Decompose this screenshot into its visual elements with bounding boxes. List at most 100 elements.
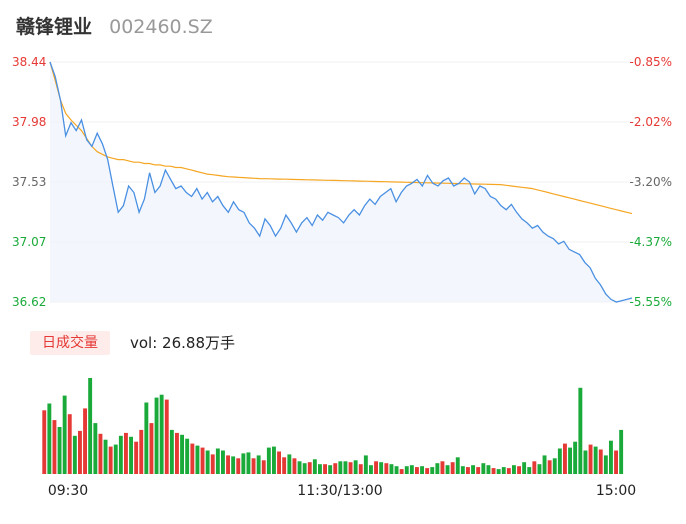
volume-bar [394, 466, 399, 474]
volume-bar [221, 450, 225, 474]
volume-bar [517, 466, 521, 474]
time-tick-label: 09:30 [48, 483, 88, 499]
daily-volume-badge[interactable]: 日成交量 [30, 331, 110, 355]
volume-bar [404, 466, 409, 474]
volume-bar [57, 427, 62, 474]
volume-bar [537, 464, 542, 474]
volume-bars [42, 378, 624, 474]
price-tick-label: 36.62 [12, 295, 46, 309]
volume-bar [210, 454, 215, 474]
volume-bar [323, 464, 327, 474]
percent-tick-label: -0.85% [630, 55, 672, 69]
volume-bar [353, 460, 358, 474]
volume-bar [471, 465, 475, 474]
stock-header: 赣锋锂业 002460.SZ [16, 12, 213, 40]
volume-bar [583, 450, 588, 474]
volume-bar [72, 435, 77, 474]
volume-bar [338, 461, 343, 474]
volume-bar [287, 454, 292, 474]
volume-bar [272, 446, 276, 474]
price-axis-labels: 38.44 37.98 37.53 37.07 36.62 [12, 55, 46, 309]
volume-bar [348, 462, 353, 474]
volume-bar [389, 464, 394, 474]
volume-bar [175, 432, 179, 474]
volume-bar [619, 429, 624, 474]
volume-bar [93, 423, 98, 474]
volume-bar [98, 433, 103, 474]
volume-bar [42, 410, 47, 474]
volume-bar [266, 447, 271, 474]
volume-bar [460, 466, 465, 474]
volume-bar [129, 436, 133, 474]
volume-bar [231, 456, 236, 474]
volume-bar [256, 455, 261, 474]
volume-bar [491, 468, 496, 474]
volume-bar [124, 432, 128, 474]
volume-bar [78, 430, 82, 474]
volume-bar [67, 414, 72, 474]
volume-bar [52, 420, 57, 474]
volume-bar [455, 457, 460, 474]
price-tick-label: 37.07 [12, 235, 46, 249]
volume-bar [302, 463, 307, 474]
volume-bar [409, 465, 414, 474]
volume-bar [588, 444, 593, 474]
volume-bar [450, 462, 455, 474]
stock-name: 赣锋锂业 [16, 16, 93, 38]
volume-bar [593, 446, 598, 474]
volume-bar [501, 467, 506, 474]
volume-bar [200, 447, 205, 474]
volume-bar [312, 459, 317, 474]
volume-bar [144, 402, 149, 474]
volume-bar [236, 458, 241, 474]
volume-bar [318, 464, 322, 474]
volume-bar [481, 463, 486, 474]
volume-bar [358, 464, 363, 474]
volume-bar [609, 440, 613, 474]
volume-bar [445, 465, 450, 474]
volume-bar [113, 444, 118, 474]
volume-bar [532, 461, 537, 474]
volume-bar [103, 439, 108, 474]
volume-bar [614, 450, 618, 474]
volume-bar [83, 408, 87, 474]
volume-bar [88, 378, 93, 474]
volume-bar [435, 463, 440, 474]
volume-bar [328, 465, 333, 474]
volume-bar [506, 468, 511, 474]
volume-bar [512, 465, 516, 474]
volume-bar [292, 458, 297, 474]
percent-axis-labels: -0.85% -2.02% -3.20% -4.37% -5.55% [630, 55, 672, 309]
volume-bar [379, 462, 384, 474]
volume-bar [578, 387, 583, 474]
price-tick-label: 37.53 [12, 175, 46, 189]
time-axis-labels: 09:30 11:30/13:00 15:00 [48, 483, 636, 499]
volume-bar [343, 461, 348, 474]
percent-tick-label: -3.20% [630, 175, 672, 189]
volume-bar [195, 445, 200, 474]
time-tick-label: 11:30/13:00 [297, 483, 382, 499]
volume-bar [47, 403, 52, 474]
volume-bar [215, 448, 220, 474]
volume-bar [251, 458, 256, 474]
volume-bar [185, 438, 190, 474]
volume-bar [297, 461, 302, 474]
volume-bar [573, 441, 578, 474]
volume-bar [277, 451, 281, 474]
volume-bar [282, 457, 287, 474]
volume-bar [333, 463, 338, 474]
volume-bar [62, 395, 67, 474]
volume-bar [415, 467, 419, 474]
volume-bar [568, 447, 572, 474]
percent-tick-label: -5.55% [630, 295, 672, 309]
volume-bar [552, 458, 557, 474]
volume-bar [190, 443, 195, 474]
volume-bar [134, 441, 139, 474]
volume-bar [226, 455, 230, 474]
volume-bar [169, 429, 174, 474]
volume-bar [159, 394, 164, 474]
percent-tick-label: -2.02% [630, 115, 672, 129]
percent-tick-label: -4.37% [630, 235, 672, 249]
volume-bar [149, 423, 154, 474]
